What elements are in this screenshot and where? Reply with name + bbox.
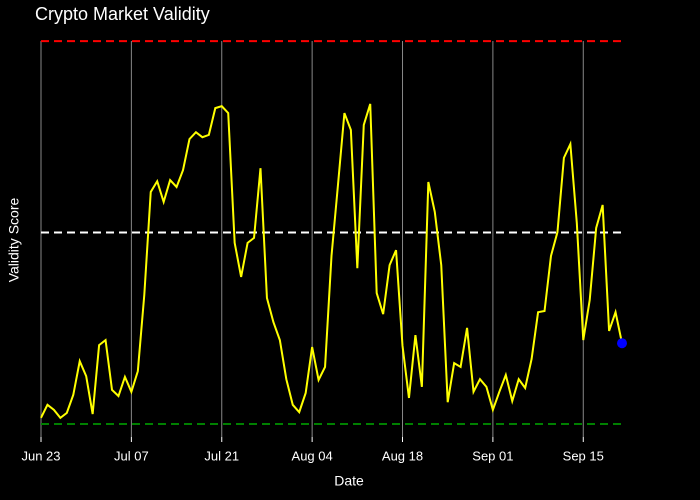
- x-axis-title: Date: [334, 473, 364, 489]
- chart-title: Crypto Market Validity: [35, 4, 210, 24]
- x-tick-label: Sep 01: [472, 448, 513, 463]
- x-tick-label: Jul 07: [114, 448, 149, 463]
- y-axis-title: Validity Score: [6, 198, 22, 283]
- data-line: [40, 103, 623, 420]
- x-tick-label: Aug 18: [382, 448, 423, 463]
- last-point: [617, 338, 627, 349]
- x-tick-label: Aug 04: [292, 448, 333, 463]
- x-tick-label: Jul 21: [204, 448, 239, 463]
- x-tick-label: Sep 15: [563, 448, 604, 463]
- x-tick-label: Jun 23: [21, 448, 60, 463]
